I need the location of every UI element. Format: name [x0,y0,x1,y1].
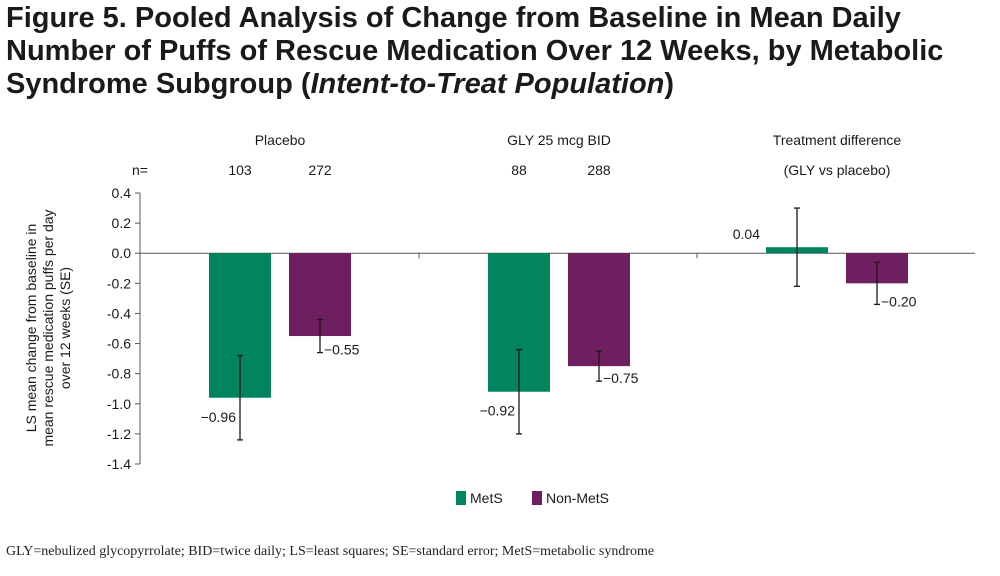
footnote: GLY=nebulized glycopyrrolate; BID=twice … [6,544,655,559]
data-label: −0.20 [881,293,917,309]
y-tick-label: -0.2 [107,275,131,291]
y-tick-label: 0.2 [112,215,132,231]
y-tick-label: -0.4 [107,305,131,321]
y-tick-label: -0.8 [107,366,131,382]
data-label: −0.96 [201,409,237,425]
legend-label: Non-MetS [546,490,609,506]
n-value: 272 [308,162,332,178]
group-sublabel: (GLY vs placebo) [784,162,891,178]
y-axis-label-line: mean rescue medication puffs per day [40,209,56,446]
n-value: 288 [587,162,611,178]
y-tick-label: 0.4 [112,185,132,201]
y-tick-label: -1.0 [107,396,131,412]
y-axis-label-line: over 12 weeks (SE) [57,267,73,389]
data-label: −0.55 [324,342,360,358]
group-label: GLY 25 mcg BID [507,132,611,148]
y-tick-label: -1.4 [107,456,131,472]
n-label: n= [132,162,148,178]
legend-swatch-mets [456,491,466,505]
group-label: Placebo [255,132,306,148]
y-tick-label: -0.6 [107,336,131,352]
data-label: −0.75 [603,370,639,386]
data-label: 0.04 [733,226,760,242]
y-tick-label: -1.2 [107,426,131,442]
bar-non-mets [568,253,630,367]
title-main: Figure 5. Pooled Analysis of Change from… [6,2,944,100]
legend-label: MetS [470,490,503,506]
n-value: 88 [511,162,527,178]
y-axis-label-line: LS mean change from baseline in [23,224,39,433]
n-value: 103 [228,162,252,178]
y-tick-label: 0.0 [112,245,132,261]
title-italic: Intent-to-Treat Population [310,68,665,100]
y-axis-label: LS mean change from baseline inmean resc… [23,209,73,446]
legend-swatch-non-mets [532,491,542,505]
data-label: −0.92 [480,403,516,419]
group-label: Treatment difference [773,132,902,148]
title-close: ) [664,68,675,100]
figure-title: Figure 5. Pooled Analysis of Change from… [6,2,996,101]
